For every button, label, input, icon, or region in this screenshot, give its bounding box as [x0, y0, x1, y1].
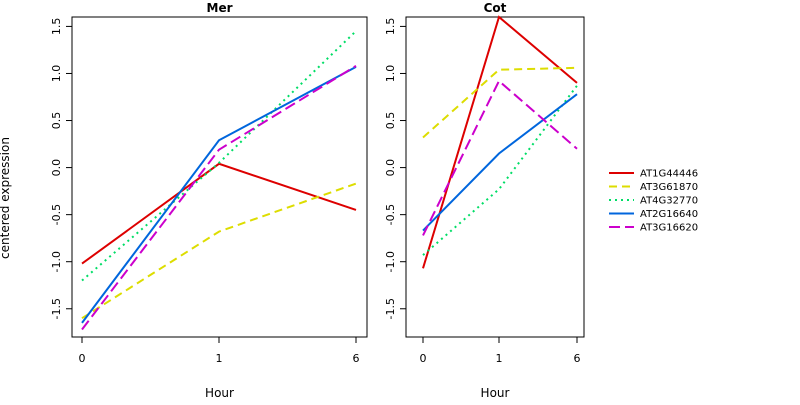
- series-line-at2g16640: [422, 93, 578, 232]
- series-line-at1g44446: [81, 162, 357, 265]
- x-tick-label: 6: [574, 352, 581, 365]
- x-axis-label: Hour: [481, 386, 510, 400]
- legend-label: AT2G16640: [640, 209, 698, 220]
- y-tick-label: -0.5: [384, 204, 397, 225]
- series-line-at3g61870: [81, 182, 357, 320]
- x-tick-label: 0: [420, 352, 427, 365]
- x-tick-label: 0: [79, 352, 86, 365]
- plot-frame: [71, 16, 368, 338]
- series-line-at3g16620: [422, 79, 578, 236]
- plot-frame: [405, 16, 585, 338]
- y-tick-label: -1.0: [50, 251, 63, 272]
- legend-label: AT1G44446: [640, 169, 698, 180]
- y-tick-label: 1.0: [50, 65, 63, 83]
- legend-label: AT3G61870: [640, 182, 698, 193]
- y-tick-label: 1.5: [50, 18, 63, 36]
- series-line-at3g61870: [422, 66, 578, 139]
- x-tick-label: 6: [353, 352, 360, 365]
- legend: AT1G44446 AT3G61870 AT4G32770 AT2G16640 AT3G…: [609, 169, 698, 234]
- y-tick-label: 0.5: [384, 112, 397, 130]
- x-tick-label: 1: [496, 352, 503, 365]
- y-tick-label: 0.5: [50, 112, 63, 130]
- y-tick-label: 0.0: [384, 159, 397, 177]
- series-line-at1g44446: [422, 15, 578, 269]
- y-tick-label: -1.0: [384, 251, 397, 272]
- y-tick-label: -1.5: [50, 298, 63, 319]
- panel-mer: Mer -1.5 -1.0 -0.5 0.0 0.5 1.0 1.5 0 1 6 Hour: [50, 1, 368, 400]
- x-axis-label: Hour: [205, 386, 234, 400]
- y-tick-label: -1.5: [384, 298, 397, 319]
- chart-title: Cot: [484, 1, 507, 15]
- y-tick-label: 0.0: [50, 159, 63, 177]
- series-line-at2g16640: [81, 66, 357, 324]
- legend-label: AT3G16620: [640, 223, 698, 234]
- chart-title: Mer: [207, 1, 233, 15]
- legend-label: AT4G32770: [640, 196, 698, 207]
- x-tick-label: 1: [216, 352, 223, 365]
- series-line-at4g32770: [81, 30, 357, 282]
- panel-cot: Cot -1.5 -1.0 -0.5 0.0 0.5 1.0 1.5 0 1 6 Hour: [384, 1, 585, 400]
- y-axis-label: centered expression: [0, 137, 12, 259]
- series-line-at4g32770: [422, 85, 578, 256]
- series-line-at3g16620: [81, 65, 357, 331]
- y-tick-label: -0.5: [50, 204, 63, 225]
- y-tick-label: 1.0: [384, 65, 397, 83]
- y-tick-label: 1.5: [384, 18, 397, 36]
